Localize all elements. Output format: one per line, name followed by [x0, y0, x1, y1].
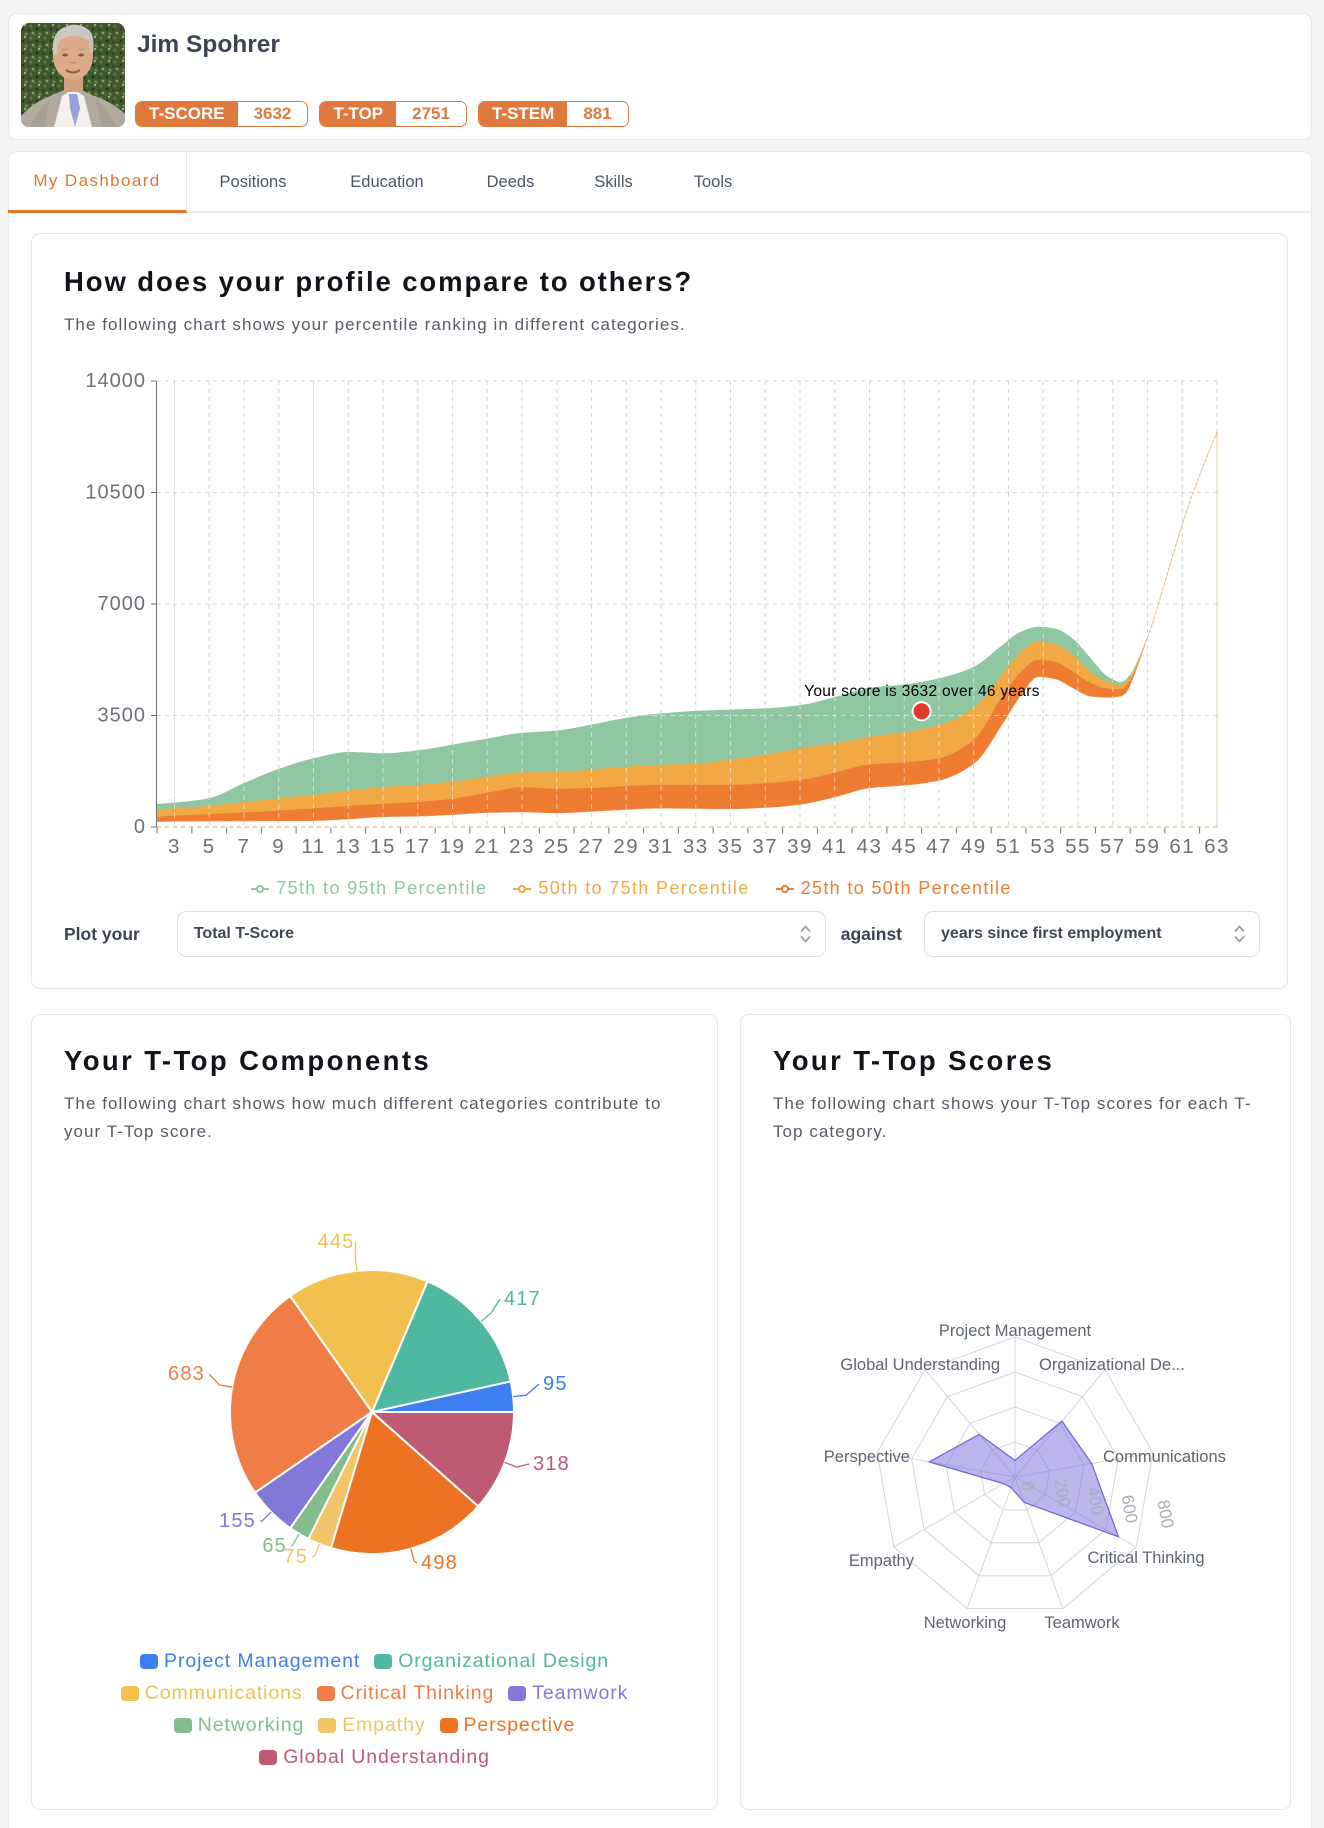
svg-text:318: 318 [533, 1453, 570, 1475]
svg-text:57: 57 [1100, 835, 1126, 858]
svg-text:14000: 14000 [85, 370, 146, 392]
svg-text:65: 65 [262, 1535, 287, 1557]
svg-text:Your score is 3632 over 46 yea: Your score is 3632 over 46 years [804, 683, 1040, 700]
svg-text:53: 53 [1030, 835, 1056, 858]
svg-text:400: 400 [1084, 1485, 1108, 1516]
svg-text:200: 200 [1051, 1477, 1075, 1508]
svg-text:10500: 10500 [85, 482, 146, 504]
svg-text:41: 41 [822, 835, 848, 858]
svg-text:Communications: Communications [1103, 1448, 1226, 1466]
svg-text:13: 13 [335, 835, 361, 858]
svg-text:Teamwork: Teamwork [1044, 1614, 1120, 1632]
svg-text:33: 33 [683, 835, 709, 858]
svg-text:27: 27 [579, 835, 605, 858]
svg-text:39: 39 [787, 835, 813, 858]
svg-text:61: 61 [1169, 835, 1195, 858]
svg-text:59: 59 [1135, 835, 1161, 858]
svg-text:95: 95 [543, 1373, 568, 1395]
svg-text:683: 683 [168, 1363, 205, 1385]
svg-text:21: 21 [474, 835, 500, 858]
svg-text:3: 3 [168, 835, 181, 858]
svg-text:7000: 7000 [98, 593, 147, 615]
svg-text:51: 51 [996, 835, 1022, 858]
svg-text:11: 11 [301, 835, 325, 858]
svg-text:Global Understanding: Global Understanding [840, 1356, 1000, 1374]
svg-text:800: 800 [1154, 1498, 1178, 1529]
svg-text:45: 45 [891, 835, 917, 858]
svg-text:29: 29 [613, 835, 639, 858]
svg-text:19: 19 [440, 835, 466, 858]
svg-text:Networking: Networking [924, 1614, 1007, 1632]
svg-text:23: 23 [509, 835, 535, 858]
svg-text:445: 445 [318, 1231, 355, 1253]
svg-text:7: 7 [238, 835, 251, 858]
svg-text:0: 0 [134, 816, 146, 838]
svg-text:9: 9 [272, 835, 285, 858]
svg-text:Empathy: Empathy [849, 1552, 915, 1570]
svg-text:Project Management: Project Management [939, 1322, 1092, 1340]
svg-text:75: 75 [283, 1546, 308, 1568]
svg-text:155: 155 [219, 1510, 256, 1532]
svg-text:17: 17 [405, 835, 431, 858]
svg-text:Critical Thinking: Critical Thinking [1087, 1549, 1204, 1567]
svg-text:55: 55 [1065, 835, 1091, 858]
svg-text:43: 43 [857, 835, 883, 858]
svg-text:Organizational De...: Organizational De... [1039, 1356, 1185, 1374]
svg-text:47: 47 [926, 835, 952, 858]
svg-text:37: 37 [752, 835, 778, 858]
svg-text:5: 5 [203, 835, 216, 858]
svg-text:600: 600 [1118, 1493, 1142, 1524]
svg-text:417: 417 [504, 1288, 541, 1310]
svg-text:3500: 3500 [98, 705, 147, 727]
svg-text:15: 15 [370, 835, 396, 858]
svg-text:49: 49 [961, 835, 987, 858]
svg-text:0: 0 [1017, 1480, 1037, 1493]
svg-text:63: 63 [1204, 835, 1230, 858]
svg-text:498: 498 [421, 1552, 458, 1574]
svg-text:31: 31 [648, 835, 674, 858]
svg-text:25: 25 [544, 835, 570, 858]
svg-text:35: 35 [718, 835, 744, 858]
svg-text:Perspective: Perspective [824, 1448, 910, 1466]
